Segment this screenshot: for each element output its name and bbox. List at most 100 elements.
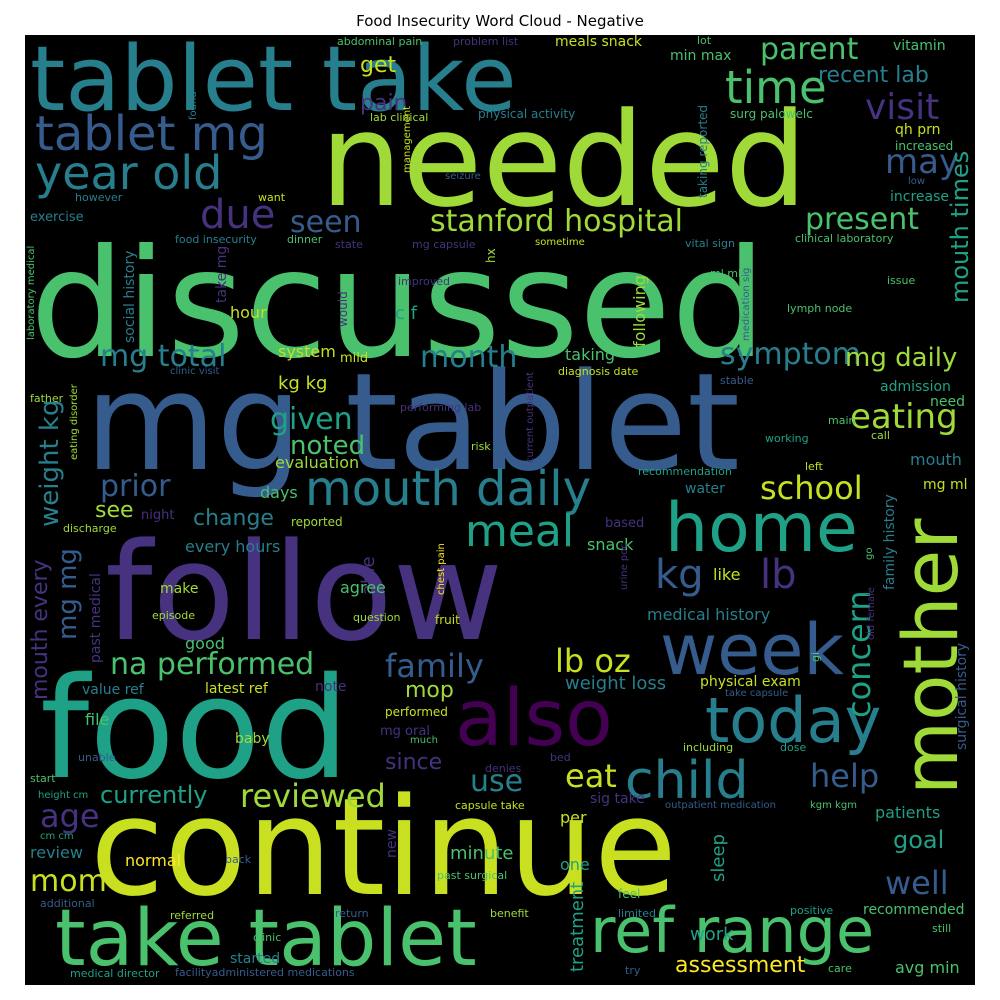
word-found: found <box>188 91 199 120</box>
word-start: start <box>30 772 56 785</box>
word-old-female: old female <box>866 587 877 640</box>
word-seen: seen <box>290 205 362 240</box>
word-use: use <box>470 764 524 799</box>
word-medication-sig: medication sig <box>741 267 752 341</box>
word-physical-exam: physical exam <box>700 674 801 690</box>
word-see: see <box>95 498 134 523</box>
word-stanford-hospital: stanford hospital <box>430 204 683 239</box>
word-change: change <box>193 506 274 531</box>
chart-title: Food Insecurity Word Cloud - Negative <box>356 12 644 30</box>
word-referred: referred <box>170 909 215 922</box>
word-eating-disorder: eating disorder <box>69 384 80 460</box>
word-question: question <box>353 611 401 624</box>
word-past-medical: past medical <box>88 573 104 663</box>
word-recent-lab: recent lab <box>818 63 929 88</box>
word-help: help <box>810 757 880 795</box>
word-dinner: dinner <box>287 233 323 246</box>
word-given: given <box>270 402 353 437</box>
word-vital-sign: vital sign <box>685 237 735 250</box>
word-parent: parent <box>760 35 859 67</box>
word-dose: dose <box>780 741 807 754</box>
word-mouth-daily: mouth daily <box>305 461 592 517</box>
word-tablet-take: tablet take <box>30 35 517 132</box>
word-benefit: benefit <box>490 907 529 920</box>
word-note: note <box>315 679 347 695</box>
word-sometime: sometime <box>535 237 585 248</box>
word-mom: mom <box>30 864 107 899</box>
word-min-max: min max <box>670 48 732 64</box>
word-lot: lot <box>697 35 712 47</box>
word-sig-take: sig take <box>590 791 645 807</box>
word-recommended: recommended <box>863 902 965 918</box>
word-care: care <box>828 962 852 975</box>
word-cm-cm: cm cm <box>40 831 74 842</box>
word-days: days <box>260 483 298 502</box>
word-sleep: sleep <box>708 834 729 882</box>
word-discharge: discharge <box>63 522 117 535</box>
word-mg-oral: mg oral <box>380 724 430 739</box>
word-want: want <box>258 191 286 204</box>
word-eating: eating <box>850 397 958 437</box>
word-kg: kg <box>655 552 704 598</box>
word-need: need <box>930 394 965 410</box>
word-taking: taking <box>565 345 616 364</box>
word-much: much <box>410 735 438 746</box>
word-capsule-take: capsule take <box>455 799 525 812</box>
word-get: get <box>360 53 397 78</box>
word-kg-kg: kg kg <box>278 373 328 394</box>
word-following: following <box>630 275 649 347</box>
word-meal: meal <box>465 506 575 557</box>
word-fruit: fruit <box>435 613 460 627</box>
word-risk: risk <box>471 440 491 453</box>
word-mg-mg: mg mg <box>53 548 83 640</box>
word-gi: gi <box>809 651 822 662</box>
word-month: month <box>420 340 518 375</box>
word-medical-director: medical director <box>70 967 160 980</box>
word-additional: additional <box>40 897 95 910</box>
word-system: system <box>278 342 336 361</box>
word-every-hours: every hours <box>185 537 281 556</box>
word-would: would <box>336 291 350 327</box>
word-pain: pain <box>360 91 408 116</box>
word-weight-kg: weight kg <box>35 399 65 528</box>
word-social-history: social history <box>122 250 138 343</box>
word-outpatient-medication: outpatient medication <box>665 800 776 811</box>
word-main: main <box>828 414 856 427</box>
word-eat: eat <box>565 757 617 795</box>
word-one: one <box>560 855 590 874</box>
word-try: try <box>625 964 641 977</box>
word-performed: performed <box>385 705 448 719</box>
word-reviewed: reviewed <box>240 777 386 815</box>
word-medical-history: medical history <box>647 605 771 624</box>
word-ref-range: ref range <box>590 894 875 967</box>
word-currently: currently <box>100 781 208 809</box>
word-mild: mild <box>340 351 369 366</box>
word-physical-activity: physical activity <box>478 107 576 121</box>
word-mg-capsule: mg capsule <box>412 238 476 251</box>
word-episode: episode <box>152 609 196 622</box>
word-return: return <box>335 907 369 920</box>
word-take-capsule: take capsule <box>725 688 789 699</box>
word-abdominal-pain: abdominal pain <box>337 35 423 48</box>
word-lb-oz: lb oz <box>555 642 631 680</box>
word-file: file <box>85 710 110 729</box>
word-laboratory-medical: laboratory medical <box>26 245 37 340</box>
word-go: go <box>864 547 875 560</box>
word-feel: feel <box>618 887 641 901</box>
word-symptom: symptom <box>720 337 861 372</box>
word-father: father <box>30 392 64 405</box>
word-seizure: seizure <box>445 171 481 182</box>
word-problem-list: problem list <box>453 35 519 48</box>
word-na-performed: na performed <box>110 647 315 682</box>
word-patients: patients <box>875 803 941 822</box>
word-height-cm: height cm <box>38 790 89 801</box>
word-needed: needed <box>320 84 808 236</box>
word-follow: follow <box>105 514 504 671</box>
word-latest-ref: latest ref <box>205 681 268 697</box>
word-review: review <box>30 843 83 862</box>
word-prior: prior <box>100 469 171 504</box>
word-mg-daily: mg daily <box>845 343 958 373</box>
word-diagnosis-date: diagnosis date <box>558 365 639 378</box>
word-work: work <box>690 924 734 945</box>
word-cloud: discussed continue needed mg tablet foll… <box>25 35 975 985</box>
